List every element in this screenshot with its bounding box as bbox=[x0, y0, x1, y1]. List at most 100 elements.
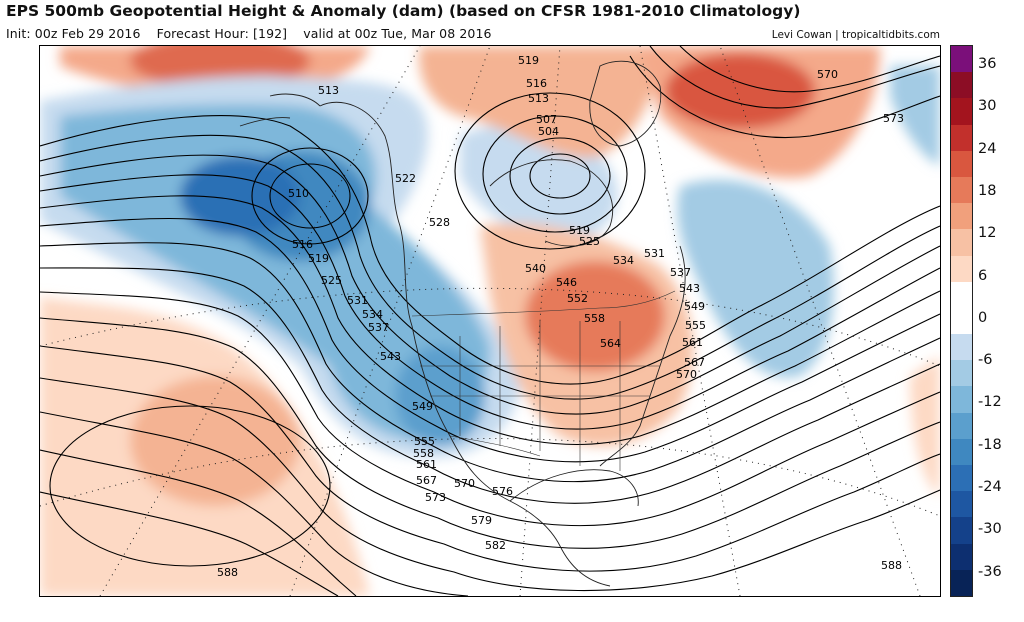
contour-label: 573 bbox=[883, 112, 904, 125]
contour-label: 534 bbox=[362, 308, 383, 321]
contour-label: 570 bbox=[817, 68, 838, 81]
contour-closed-high bbox=[49, 405, 331, 567]
colorbar-segment bbox=[951, 491, 972, 518]
contour-label: 516 bbox=[526, 77, 547, 90]
contour-line bbox=[40, 377, 940, 592]
credit-text: Levi Cowan | tropicaltidbits.com bbox=[771, 29, 940, 41]
anomaly-cold-core-aleutian bbox=[180, 156, 300, 236]
forecast-hour: Forecast Hour: [192] bbox=[156, 26, 288, 41]
contour-label: 519 bbox=[518, 54, 539, 67]
contour-line bbox=[40, 217, 940, 463]
border-us-mexico bbox=[449, 435, 541, 457]
contour-label: 576 bbox=[492, 485, 513, 498]
border-states bbox=[420, 321, 660, 471]
contour-line bbox=[649, 46, 940, 109]
init-time: Init: 00z Feb 29 2016 bbox=[6, 26, 141, 41]
contour-line bbox=[40, 449, 357, 596]
contour-label: 573 bbox=[425, 491, 446, 504]
colorbar-tick-label: 24 bbox=[978, 140, 997, 157]
contour-label: 516 bbox=[292, 238, 313, 251]
contour-label: 513 bbox=[528, 92, 549, 105]
contour-closed-low bbox=[509, 137, 611, 215]
coastline-north-america bbox=[319, 101, 611, 587]
state-borders bbox=[411, 290, 676, 471]
anomaly-colorbar bbox=[950, 45, 973, 597]
colorbar-segment bbox=[951, 334, 972, 361]
contour-label: 543 bbox=[380, 350, 401, 363]
anomaly-cold-trough-mid bbox=[60, 104, 490, 441]
colorbar-segment bbox=[951, 386, 972, 414]
contour-label: 537 bbox=[368, 321, 389, 334]
contour-label: 531 bbox=[644, 247, 665, 260]
colorbar-segment bbox=[951, 517, 972, 545]
contour-label: 570 bbox=[676, 368, 697, 381]
contour-line bbox=[40, 195, 940, 445]
colorbar-segment bbox=[951, 98, 972, 126]
graticule-line bbox=[40, 438, 940, 517]
contour-line bbox=[40, 411, 469, 596]
colorbar-segment bbox=[951, 543, 972, 571]
colorbar-segment bbox=[951, 281, 972, 309]
anomaly-warm-us-core bbox=[525, 261, 665, 371]
contour-label: 540 bbox=[525, 262, 546, 275]
contour-label: 561 bbox=[416, 458, 437, 471]
colorbar-tick-label: -30 bbox=[978, 521, 1002, 538]
coastline-greenland bbox=[589, 60, 662, 147]
coastline-gulf bbox=[509, 469, 639, 507]
colorbar-tick-label: 6 bbox=[978, 267, 988, 284]
contour-closed-low bbox=[529, 153, 591, 199]
contour-line bbox=[40, 345, 940, 572]
contour-label: 525 bbox=[321, 274, 342, 287]
border-us-canada bbox=[411, 290, 676, 317]
contour-line bbox=[40, 317, 940, 549]
contour-label: 567 bbox=[416, 474, 437, 487]
colorbar-segment bbox=[951, 255, 972, 283]
contour-label: 543 bbox=[679, 282, 700, 295]
contour-label: 558 bbox=[584, 312, 605, 325]
contour-label: 519 bbox=[569, 224, 590, 237]
colorbar-tick-label: -18 bbox=[978, 436, 1002, 453]
contour-line bbox=[40, 291, 940, 527]
colorbar-segment bbox=[951, 307, 972, 335]
coastline-alaska bbox=[239, 93, 321, 127]
contour-label: 558 bbox=[413, 447, 434, 460]
colorbar-tick-label: -12 bbox=[978, 394, 1002, 411]
anomaly-cold-east-edge bbox=[890, 66, 940, 166]
contour-closed-low bbox=[482, 115, 628, 233]
coastlines bbox=[239, 60, 686, 587]
contour-label: 546 bbox=[556, 276, 577, 289]
contour-label: 519 bbox=[308, 252, 329, 265]
contour-line bbox=[629, 55, 940, 138]
colorbar-segment bbox=[951, 412, 972, 440]
map-frame: 519 516 513 507 504 513 510 516 519 522 … bbox=[39, 45, 941, 597]
contour-label: 567 bbox=[684, 356, 705, 369]
contour-label: 537 bbox=[670, 266, 691, 279]
contour-label: 504 bbox=[538, 125, 559, 138]
coastline-hudson bbox=[489, 159, 614, 247]
anomaly-warm-east-edge bbox=[910, 356, 940, 496]
colorbar-segment bbox=[951, 72, 972, 99]
colorbar-segment bbox=[951, 203, 972, 230]
contour-label: 525 bbox=[579, 235, 600, 248]
contour-label: 570 bbox=[454, 477, 475, 490]
contour-line bbox=[40, 491, 339, 596]
colorbar-tick-label: -24 bbox=[978, 479, 1002, 495]
contour-label: 582 bbox=[485, 539, 506, 552]
height-contours bbox=[40, 46, 940, 596]
contour-label: 588 bbox=[217, 566, 238, 579]
map-canvas: 519 516 513 507 504 513 510 516 519 522 … bbox=[40, 46, 940, 596]
contour-label: 588 bbox=[881, 559, 902, 572]
contour-label: 579 bbox=[471, 514, 492, 527]
contour-line bbox=[40, 242, 940, 483]
contour-label: 510 bbox=[288, 187, 309, 200]
contour-label: 552 bbox=[567, 292, 588, 305]
colorbar-segment bbox=[951, 46, 972, 73]
graticule bbox=[40, 46, 940, 596]
contour-line bbox=[679, 46, 940, 93]
colorbar-tick-label: 18 bbox=[978, 182, 997, 199]
contour-label: 534 bbox=[613, 254, 634, 267]
colorbar-segment bbox=[951, 150, 972, 178]
contour-closed-low bbox=[454, 92, 646, 250]
contour-label: 507 bbox=[536, 113, 557, 126]
anomaly-shading bbox=[40, 46, 940, 596]
